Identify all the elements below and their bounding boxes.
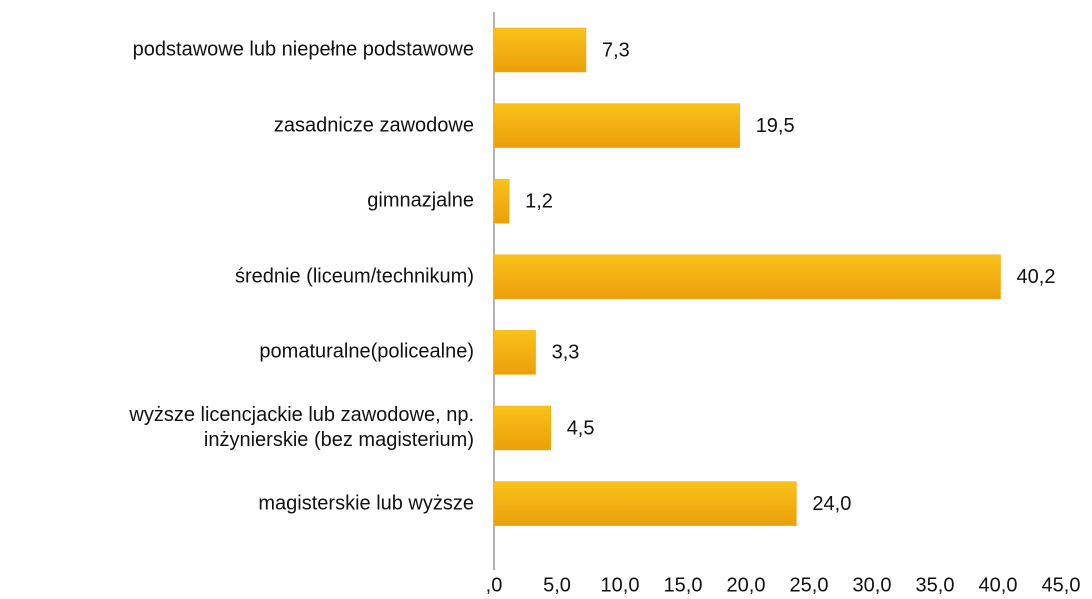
- bar: [493, 27, 587, 73]
- y-tick-label: gimnazjalne: [367, 189, 474, 212]
- bar: [493, 103, 740, 148]
- bar: [493, 178, 510, 224]
- bar: [493, 330, 536, 375]
- value-label: 24,0: [812, 493, 851, 515]
- x-tick-label: 35,0: [916, 574, 955, 596]
- value-label: 1,2: [525, 190, 553, 212]
- y-tick-label: wyższe licencjackie lub zawodowe, np. in…: [129, 404, 474, 451]
- value-label: 3,3: [552, 342, 580, 364]
- x-tick-label: 30,0: [853, 574, 892, 596]
- x-tick-label: ,0: [486, 574, 503, 596]
- value-label: 4,5: [567, 417, 595, 439]
- x-tick-label: 5,0: [543, 574, 571, 596]
- bar: [493, 405, 551, 451]
- y-tick-label: magisterskie lub wyższe: [258, 492, 474, 515]
- x-tick-label: 10,0: [601, 574, 640, 596]
- x-tick-label: 15,0: [664, 574, 703, 596]
- x-tick-label: 25,0: [790, 574, 829, 596]
- value-label: 19,5: [756, 115, 795, 137]
- value-label: 7,3: [602, 39, 630, 61]
- x-tick-label: 20,0: [727, 574, 766, 596]
- value-label: 40,2: [1017, 266, 1056, 288]
- bar: [493, 254, 1001, 300]
- bar: [493, 481, 797, 526]
- x-tick-label: 40,0: [979, 574, 1018, 596]
- y-tick-label: średnie (liceum/technikum): [235, 265, 474, 288]
- x-tick-label: 45,0: [1042, 574, 1081, 596]
- y-tick-label: zasadnicze zawodowe: [273, 114, 474, 137]
- y-tick-label: podstawowe lub niepełne podstawowe: [132, 38, 474, 61]
- y-tick-label: pomaturalne(policealne): [259, 340, 474, 363]
